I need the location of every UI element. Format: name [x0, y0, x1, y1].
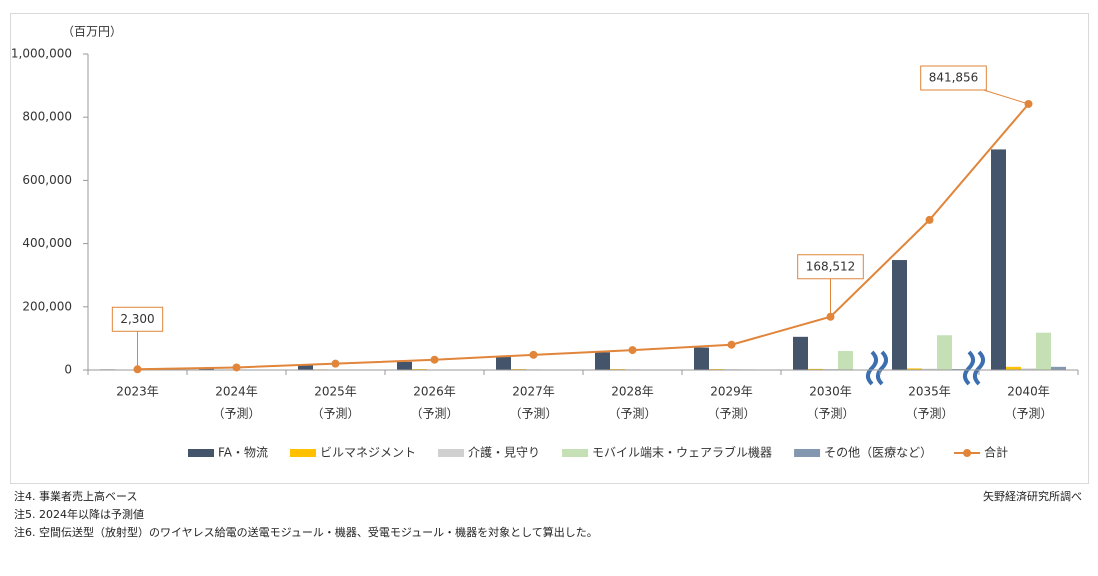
- legend-swatch: [963, 449, 972, 457]
- x-tick-label: 2026年: [413, 385, 456, 399]
- callout-box: [797, 254, 864, 280]
- x-tick-sublabel: （予測）: [311, 407, 359, 421]
- legend-label: ビルマネジメント: [320, 446, 416, 460]
- line-marker: [232, 363, 241, 372]
- line-marker: [925, 215, 934, 224]
- legend-swatch: [290, 449, 317, 457]
- axis-break: [866, 350, 985, 386]
- legend-swatch: [794, 449, 821, 457]
- bar: [199, 368, 214, 370]
- bar: [694, 347, 709, 370]
- source: 矢野経済研究所調べ: [983, 489, 1082, 503]
- bar: [892, 260, 907, 370]
- note: 注6. 空間伝送型（放射型）のワイヤレス給電の送電モジュール・機器、受電モジュー…: [14, 525, 598, 539]
- x-tick-label: 2025年: [314, 385, 357, 399]
- data-label: 2,300: [120, 312, 154, 326]
- x-tick-label: 2029年: [710, 385, 753, 399]
- x-tick-sublabel: （予測）: [806, 407, 854, 421]
- chart-frame: [10, 13, 1089, 484]
- line-marker: [529, 350, 538, 359]
- bar: [298, 365, 313, 370]
- callout-box: [920, 65, 987, 91]
- bar: [991, 149, 1006, 370]
- x-tick-sublabel: （予測）: [509, 407, 557, 421]
- line: [137, 103, 1030, 371]
- line-marker: [727, 340, 736, 349]
- x-tick-label: 2027年: [512, 385, 555, 399]
- legend-swatch: [188, 449, 214, 457]
- x-tick-label: 2023年: [116, 385, 159, 399]
- bar: [838, 351, 853, 370]
- callout: 841,856: [920, 65, 987, 91]
- bar: [595, 352, 610, 370]
- bar: [907, 368, 922, 370]
- legend-swatch: [438, 449, 465, 457]
- callout-box: [111, 306, 164, 332]
- legend-label: FA・物流: [218, 446, 268, 460]
- x-tick-label: 2035年: [908, 385, 951, 399]
- y-tick-label: 1,000,000: [11, 47, 72, 61]
- y-unit: （百万円）: [62, 25, 122, 39]
- bar: [1021, 368, 1036, 370]
- note: 注5. 2024年以降は予測値: [14, 507, 144, 521]
- callout-leader: [983, 89, 1029, 105]
- line-marker: [430, 355, 439, 364]
- y-tick-label: 400,000: [22, 236, 72, 250]
- bar: [1051, 366, 1066, 370]
- note: 注4. 事業者売上高ベース: [14, 489, 137, 503]
- bar: [1036, 332, 1051, 370]
- x-tick-sublabel: （予測）: [212, 407, 260, 421]
- x-tick-sublabel: （予測）: [707, 407, 755, 421]
- data-label: 841,856: [929, 71, 979, 85]
- legend-label: 介護・見守り: [468, 445, 540, 460]
- y-tick-label: 200,000: [22, 299, 72, 313]
- legend-label: 合計: [984, 445, 1008, 460]
- bar: [793, 336, 808, 370]
- bar: [937, 335, 952, 370]
- x-tick-sublabel: （予測）: [905, 407, 953, 421]
- line-marker: [331, 359, 340, 368]
- x-tick-label: 2024年: [215, 385, 258, 399]
- x-tick-sublabel: （予測）: [410, 407, 458, 421]
- legend-label: その他（医療など）: [824, 446, 932, 460]
- x-tick-label: 2040年: [1007, 385, 1050, 399]
- x-tick-label: 2030年: [809, 385, 852, 399]
- y-tick-label: 600,000: [22, 173, 72, 187]
- x-tick-sublabel: （予測）: [1004, 407, 1052, 421]
- legend-label: モバイル端末・ウェアラブル機器: [592, 445, 772, 460]
- y-tick-label: 800,000: [22, 110, 72, 124]
- bar: [397, 361, 412, 370]
- bar: [808, 368, 823, 370]
- legend-swatch: [562, 449, 589, 457]
- bar: [1006, 366, 1021, 370]
- callout: 168,512: [797, 254, 864, 280]
- x-tick-label: 2028年: [611, 385, 654, 399]
- data-label: 168,512: [806, 259, 856, 273]
- line-marker: [628, 346, 637, 355]
- bar: [496, 357, 511, 370]
- y-tick-label: 0: [64, 363, 72, 377]
- bar: [922, 368, 937, 370]
- callout: 2,300: [111, 306, 164, 332]
- x-tick-sublabel: （予測）: [608, 407, 656, 421]
